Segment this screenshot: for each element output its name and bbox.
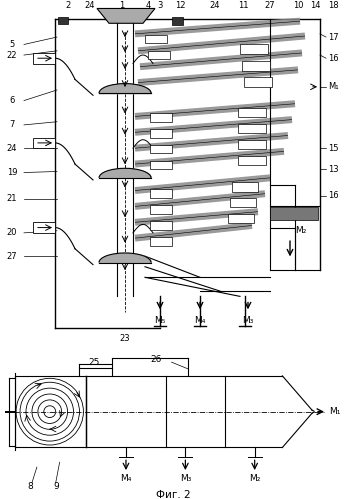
- Bar: [230, 198, 256, 208]
- Bar: [148, 51, 170, 59]
- Text: 24: 24: [7, 144, 17, 153]
- Bar: [238, 124, 266, 133]
- Text: M₃: M₃: [180, 475, 191, 484]
- Text: Фиг. 2: Фиг. 2: [156, 490, 191, 499]
- Text: 11: 11: [238, 1, 248, 10]
- Bar: [145, 35, 167, 43]
- Text: 3: 3: [157, 1, 163, 10]
- Bar: [150, 129, 172, 138]
- Text: M₂: M₂: [249, 475, 260, 484]
- Bar: [58, 17, 68, 24]
- Bar: [238, 140, 266, 149]
- Bar: [150, 113, 172, 122]
- Bar: [150, 161, 172, 169]
- Text: 13: 13: [328, 165, 339, 174]
- Text: 7: 7: [9, 120, 15, 129]
- Polygon shape: [97, 8, 155, 23]
- Text: 1: 1: [119, 1, 125, 10]
- Bar: [270, 208, 318, 220]
- Bar: [150, 206, 172, 214]
- Text: 19: 19: [7, 168, 17, 177]
- Text: M₅: M₅: [154, 316, 166, 325]
- Bar: [150, 237, 172, 246]
- Text: 17: 17: [328, 32, 339, 41]
- Bar: [150, 221, 172, 230]
- Bar: [172, 17, 183, 25]
- Text: M₄: M₄: [194, 316, 206, 325]
- Text: 9: 9: [54, 482, 60, 491]
- Text: 2: 2: [65, 1, 71, 10]
- Bar: [232, 182, 258, 192]
- Text: 15: 15: [328, 144, 339, 153]
- Text: 16: 16: [328, 191, 339, 200]
- Text: 14: 14: [310, 1, 320, 10]
- Text: 26: 26: [150, 355, 161, 364]
- Bar: [150, 145, 172, 154]
- Bar: [150, 190, 172, 198]
- Text: 6: 6: [9, 96, 15, 105]
- Text: M₂: M₂: [295, 226, 306, 235]
- Text: M₁: M₁: [328, 82, 339, 91]
- Bar: [238, 108, 266, 117]
- Text: 5: 5: [9, 40, 15, 49]
- Bar: [33, 222, 55, 233]
- Text: 18: 18: [328, 1, 338, 10]
- Text: M₃: M₃: [242, 316, 254, 325]
- Text: 22: 22: [7, 50, 17, 59]
- Text: 16: 16: [328, 54, 339, 63]
- Text: 12: 12: [175, 1, 185, 10]
- Text: 8: 8: [27, 482, 33, 491]
- Text: 20: 20: [7, 229, 17, 238]
- Text: M₁: M₁: [329, 407, 340, 416]
- Text: 10: 10: [293, 1, 303, 10]
- Bar: [33, 138, 55, 148]
- Bar: [228, 214, 254, 224]
- Text: 24: 24: [210, 1, 220, 10]
- Bar: [33, 53, 55, 63]
- Bar: [244, 77, 272, 87]
- Text: M₄: M₄: [120, 475, 132, 484]
- Text: 27: 27: [7, 251, 17, 260]
- Bar: [238, 156, 266, 165]
- Text: 24: 24: [85, 1, 95, 10]
- Text: 25: 25: [88, 358, 100, 367]
- Text: 4: 4: [145, 1, 151, 10]
- Text: 27: 27: [265, 1, 275, 10]
- Bar: [242, 61, 270, 71]
- Text: 23: 23: [120, 334, 130, 343]
- Text: 21: 21: [7, 195, 17, 204]
- Bar: [240, 44, 268, 54]
